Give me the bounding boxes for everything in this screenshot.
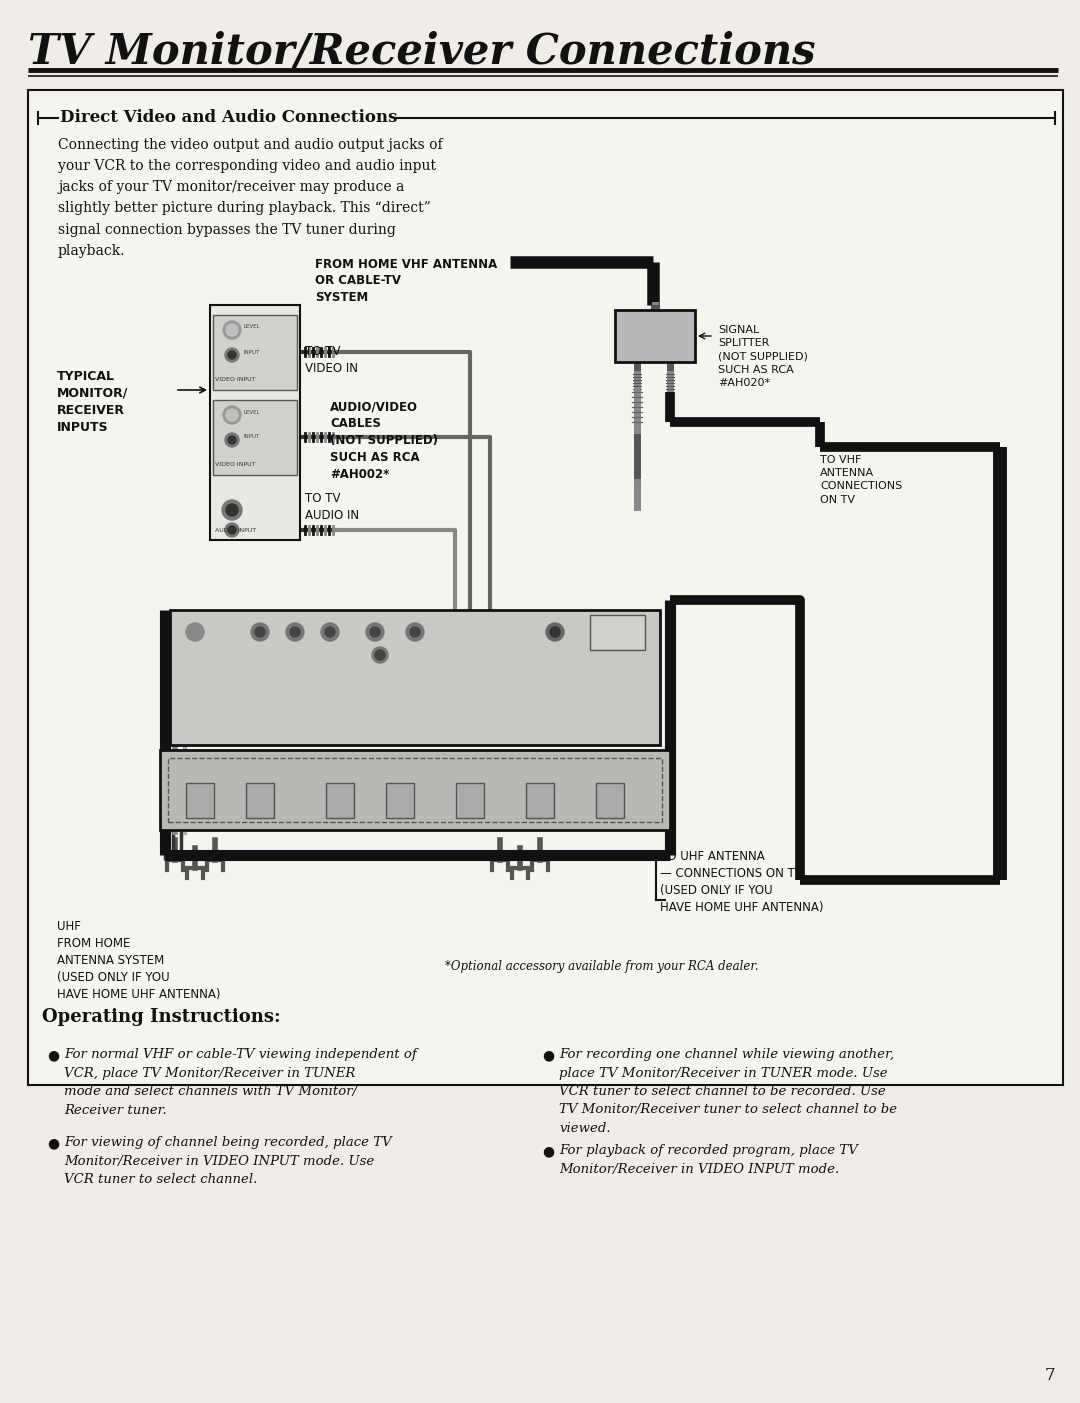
Text: Operating Instructions:: Operating Instructions:	[42, 1007, 281, 1026]
Text: VIDEO INPUT: VIDEO INPUT	[215, 377, 256, 382]
Bar	[28, 90, 1063, 1085]
Circle shape	[325, 627, 335, 637]
Text: FROM HOME VHF ANTENNA
OR CABLE-TV
SYSTEM: FROM HOME VHF ANTENNA OR CABLE-TV SYSTEM	[315, 258, 497, 304]
Circle shape	[370, 627, 380, 637]
Bar	[186, 783, 214, 818]
Text: TO UHF ANTENNA
— CONNECTIONS ON TV
(USED ONLY IF YOU
HAVE HOME UHF ANTENNA): TO UHF ANTENNA — CONNECTIONS ON TV (USED…	[660, 850, 824, 913]
Text: VIDEO: VIDEO	[314, 672, 336, 678]
Bar	[326, 783, 354, 818]
Bar	[526, 783, 554, 818]
Circle shape	[321, 623, 339, 641]
Circle shape	[226, 504, 238, 516]
Circle shape	[372, 647, 388, 664]
Bar	[213, 316, 297, 390]
Circle shape	[550, 627, 561, 637]
Bar	[160, 751, 670, 831]
Circle shape	[406, 623, 424, 641]
Text: OUT TO TV
VHF: OUT TO TV VHF	[483, 640, 517, 651]
Text: TV: TV	[500, 624, 510, 631]
Text: CH 4: CH 4	[600, 629, 617, 636]
Circle shape	[225, 523, 239, 537]
Text: *Optional accessory available from your RCA dealer.: *Optional accessory available from your …	[445, 960, 758, 974]
Circle shape	[286, 623, 303, 641]
Text: INPUT: INPUT	[244, 349, 260, 355]
Bar	[590, 615, 645, 650]
Text: AUDIO/VIDEO
CABLES
(NOT SUPPLIED)
SUCH AS RCA
#AH002*: AUDIO/VIDEO CABLES (NOT SUPPLIED) SUCH A…	[330, 400, 438, 481]
Bar	[213, 400, 297, 476]
Circle shape	[546, 623, 564, 641]
Text: TO VHF
ANTENNA
CONNECTIONS
ON TV: TO VHF ANTENNA CONNECTIONS ON TV	[820, 455, 902, 505]
Text: For viewing of channel being recorded, place TV
Monitor/Receiver in VIDEO INPUT : For viewing of channel being recorded, p…	[64, 1136, 392, 1186]
Text: IN FROM ANT: IN FROM ANT	[480, 665, 521, 669]
Bar	[456, 783, 484, 818]
Bar	[615, 310, 696, 362]
Text: UHF: UHF	[282, 766, 298, 774]
Text: Direct Video and Audio Connections: Direct Video and Audio Connections	[60, 109, 397, 126]
Text: ●: ●	[542, 1143, 554, 1157]
Text: For normal VHF or cable-TV viewing independent of
VCR, place TV Monitor/Receiver: For normal VHF or cable-TV viewing indep…	[64, 1048, 417, 1117]
Text: Connecting the video output and audio output jacks of
your VCR to the correspond: Connecting the video output and audio ou…	[58, 137, 443, 258]
Text: SIGNAL
SPLITTER
(NOT SUPPLIED)
SUCH AS RCA
#AH020*: SIGNAL SPLITTER (NOT SUPPLIED) SUCH AS R…	[718, 325, 808, 387]
Bar	[386, 783, 414, 818]
Text: LEVEL: LEVEL	[244, 410, 260, 414]
Circle shape	[251, 623, 269, 641]
Circle shape	[222, 405, 241, 424]
Circle shape	[255, 627, 265, 637]
Text: 7: 7	[1044, 1367, 1055, 1383]
Text: INPUT: INPUT	[244, 435, 260, 439]
Text: ●: ●	[48, 1048, 59, 1062]
Text: For recording one channel while viewing another,
place TV Monitor/Receiver in TU: For recording one channel while viewing …	[559, 1048, 897, 1135]
Circle shape	[228, 436, 237, 443]
Circle shape	[226, 324, 238, 335]
Text: TO TV
AUDIO IN: TO TV AUDIO IN	[305, 492, 360, 522]
Circle shape	[225, 434, 239, 448]
Text: ●: ●	[542, 1048, 554, 1062]
Text: TO TV
VIDEO IN: TO TV VIDEO IN	[305, 345, 357, 375]
Text: AUDIO INPUT: AUDIO INPUT	[215, 528, 256, 533]
Circle shape	[226, 410, 238, 421]
Circle shape	[291, 627, 300, 637]
Text: LEVEL: LEVEL	[244, 324, 260, 330]
Circle shape	[222, 321, 241, 340]
Bar	[168, 758, 662, 822]
Text: +: +	[190, 626, 200, 638]
Text: IN FROM ANT: IN FROM ANT	[167, 766, 218, 774]
Bar	[246, 783, 274, 818]
Circle shape	[375, 650, 384, 659]
Text: TYPICAL
MONITOR/
RECEIVER
INPUTS: TYPICAL MONITOR/ RECEIVER INPUTS	[57, 370, 129, 434]
Text: CH 3: CH 3	[600, 643, 617, 648]
Text: OUT TO TV: OUT TO TV	[379, 766, 420, 774]
Text: UHF
FROM HOME
ANTENNA SYSTEM
(USED ONLY IF YOU
HAVE HOME UHF ANTENNA): UHF FROM HOME ANTENNA SYSTEM (USED ONLY …	[57, 920, 220, 1000]
Text: AUDIO: AUDIO	[244, 672, 267, 678]
Circle shape	[228, 526, 237, 535]
Text: V LOCK: V LOCK	[428, 664, 453, 671]
Circle shape	[410, 627, 420, 637]
Bar	[170, 610, 660, 745]
Text: For playback of recorded program, place TV
Monitor/Receiver in VIDEO INPUT mode.: For playback of recorded program, place …	[559, 1143, 858, 1176]
Circle shape	[225, 348, 239, 362]
Text: OUT: OUT	[338, 664, 352, 671]
Circle shape	[366, 623, 384, 641]
Text: ●: ●	[48, 1136, 59, 1150]
Text: TV Monitor/Receiver Connections: TV Monitor/Receiver Connections	[28, 31, 815, 73]
Bar	[596, 783, 624, 818]
Text: NOR: NOR	[462, 624, 477, 631]
Circle shape	[222, 499, 242, 521]
Circle shape	[228, 351, 237, 359]
Text: VIDEO INPUT: VIDEO INPUT	[215, 462, 256, 467]
Bar	[210, 304, 300, 540]
Circle shape	[186, 623, 204, 641]
